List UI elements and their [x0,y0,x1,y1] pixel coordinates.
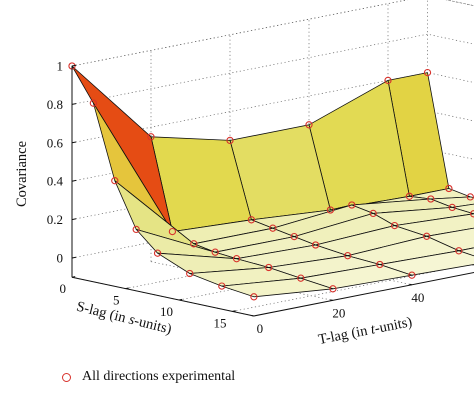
z-tick [71,179,77,182]
t-tick [251,314,254,317]
data-point-marker [89,99,98,107]
s-tick-label: 10 [160,304,173,319]
data-point-marker [427,195,435,203]
data-point-marker [265,263,273,272]
data-point-marker [168,227,177,236]
z-gridline [71,0,474,67]
data-point-marker [445,184,453,193]
s-tick [178,298,183,301]
data-point-marker [423,68,432,77]
data-point-marker [226,136,234,145]
t-tick-label: 40 [411,290,424,305]
t-axis-title-suffix: -units) [373,314,413,337]
z-tick [71,141,77,144]
t-axis-title-prefix: T-lag (in [317,322,373,348]
data-point-marker [405,192,414,200]
z-tick-label: 0.2 [47,212,63,227]
data-point-marker [153,249,162,257]
data-markers [68,62,474,301]
s-tick [232,310,236,312]
z-tick-label: 1 [57,59,64,74]
data-point-marker [297,274,305,282]
z-axis-title: Covariance [14,141,30,207]
z-tick [71,256,77,259]
t-axis-title-variable: t [369,321,377,338]
data-point-marker [147,133,155,141]
z-tick-label: 0.6 [47,135,64,150]
z-tick [71,218,77,221]
data-point-marker [232,255,241,263]
box-edge [71,0,409,67]
t-tick-label: 0 [257,321,264,336]
data-point-marker [247,216,256,224]
data-point-marker [111,177,119,185]
data-point-marker [408,271,416,279]
s-axis-title-prefix: S-lag (in [75,299,131,328]
s-tick-label: 15 [214,315,227,330]
data-point-marker [186,269,194,278]
data-point-marker [218,282,226,290]
z-tick-label: 0.8 [47,97,63,112]
s-tick [125,287,129,290]
data-point-marker [190,240,198,248]
data-point-marker [348,201,356,209]
data-point-marker [290,232,298,241]
data-point-marker [455,247,463,255]
t-tick [409,283,412,286]
legend: All directions experimental [62,369,235,385]
surface-mesh [71,65,474,298]
data-point-marker [384,76,392,85]
data-point-marker [311,241,320,249]
legend-circle-marker-icon [62,372,71,382]
z-tick-label: 0 [57,251,64,266]
s-tick-label: 0 [60,281,67,296]
z-tick-label: 0.4 [47,174,64,189]
data-point-marker [305,121,313,129]
data-point-marker [211,248,219,256]
axes [71,64,474,317]
s-axis-title-variable: s [127,312,137,329]
data-point-marker [369,209,377,218]
s-tick [71,276,76,278]
t-tick [330,299,333,301]
z-tick [71,64,77,67]
data-point-marker [344,252,352,260]
legend-label: All directions experimental [82,369,236,384]
box-edge [445,0,474,7]
data-point-marker [466,193,474,201]
data-point-marker [326,206,335,214]
data-point-marker [390,221,399,230]
s-tick-label: 5 [113,293,120,308]
data-point-marker [376,260,384,269]
z-tick [71,103,77,105]
surface-patch [221,277,334,298]
data-point-marker [250,293,258,301]
covariance-surface-plot: 00.20.40.60.81051015020406080CovarianceS… [14,0,474,348]
s-axis-line [71,276,255,317]
t-tick-label: 20 [332,305,345,320]
surface-patch [458,247,474,257]
data-point-marker [269,224,277,232]
data-point-marker [132,225,140,234]
t-axis-line [253,271,474,317]
data-point-marker [423,232,431,240]
data-point-marker [448,203,456,212]
s-axis-title: S-lag (in s-units) [75,299,174,338]
data-point-marker [329,285,337,293]
